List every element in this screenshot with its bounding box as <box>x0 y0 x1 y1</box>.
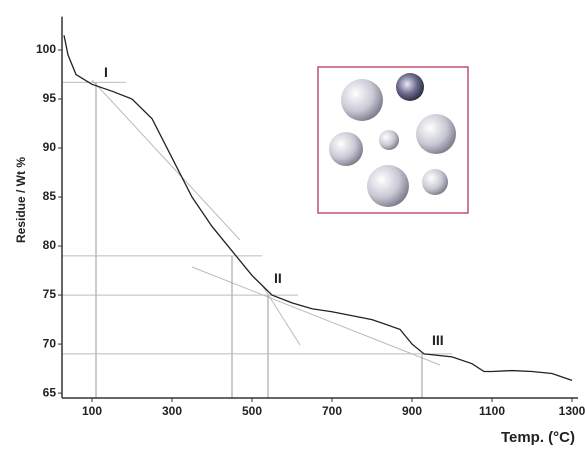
y-tick-label: 100 <box>36 42 56 56</box>
tga-curve <box>63 35 573 381</box>
annotation: III <box>432 332 444 348</box>
x-tick-label: 900 <box>402 404 422 418</box>
y-tick-label: 85 <box>43 189 57 203</box>
x-tick-label: 300 <box>162 404 182 418</box>
x-tick-label: 1100 <box>479 404 505 418</box>
x-tick-label: 100 <box>82 404 102 418</box>
y-tick-label: 95 <box>43 91 57 105</box>
x-tick-label: 1300 <box>559 404 585 418</box>
y-axis-label: Residue / Wt % <box>14 157 28 243</box>
y-tick-label: 90 <box>43 140 57 154</box>
y-tick-label: 65 <box>43 385 57 399</box>
y-tick-label: 80 <box>43 238 57 252</box>
x-axis-label: Temp. (°C) <box>501 429 575 446</box>
inset-image <box>317 66 469 214</box>
y-tick-label: 75 <box>43 287 57 301</box>
y-tick-label: 70 <box>43 336 57 350</box>
annotation: II <box>274 270 282 286</box>
annotation: I <box>104 64 108 80</box>
x-tick-label: 700 <box>322 404 342 418</box>
x-tick-label: 500 <box>242 404 262 418</box>
